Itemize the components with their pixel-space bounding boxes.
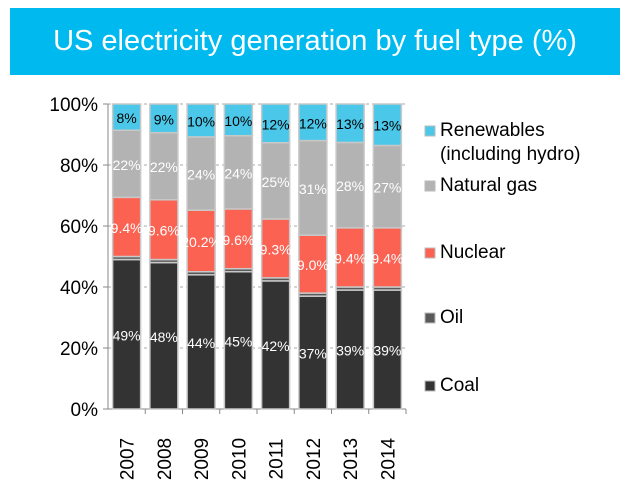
legend-swatch bbox=[424, 380, 436, 392]
bar-renewables bbox=[372, 103, 403, 147]
data-label: 10% bbox=[224, 113, 252, 129]
data-label: 44% bbox=[187, 335, 215, 351]
x-tick-label: 2014 bbox=[378, 437, 399, 480]
y-tick-label: 0% bbox=[71, 400, 99, 421]
x-tick-label: 2012 bbox=[304, 438, 325, 480]
x-tick-label: 2007 bbox=[118, 438, 139, 480]
bar-renewables bbox=[298, 103, 328, 142]
y-tick-label: 40% bbox=[60, 278, 98, 299]
bar-natural bbox=[149, 131, 179, 201]
x-tick-label: 2008 bbox=[155, 438, 176, 480]
data-label: 48% bbox=[150, 329, 178, 345]
bar-nuclear bbox=[111, 196, 142, 258]
bar-nuclear bbox=[149, 199, 179, 261]
y-tick-label: 20% bbox=[60, 339, 98, 360]
data-label: 8% bbox=[117, 110, 137, 126]
data-label: 39% bbox=[336, 343, 364, 359]
x-tick-label: 2009 bbox=[192, 438, 213, 480]
bar-coal bbox=[372, 289, 403, 410]
data-label: 28% bbox=[336, 178, 364, 194]
x-tick-label: 2010 bbox=[229, 438, 250, 480]
bar-coal bbox=[149, 261, 179, 410]
bar-renewables bbox=[260, 103, 291, 144]
legend-label: Nuclear bbox=[440, 242, 506, 263]
data-label: 39% bbox=[373, 343, 401, 359]
data-label: 49% bbox=[113, 327, 141, 343]
data-label: 10% bbox=[187, 113, 215, 129]
data-label: 13% bbox=[373, 118, 401, 134]
title-banner: US electricity generation by fuel type (… bbox=[10, 8, 620, 75]
legend-swatch bbox=[424, 125, 436, 137]
data-label: 31% bbox=[299, 181, 327, 197]
data-label: 12% bbox=[262, 116, 290, 132]
legend-label: (including hydro) bbox=[440, 144, 580, 165]
x-tick-label: 2011 bbox=[267, 439, 288, 480]
bar-nuclear bbox=[298, 234, 328, 294]
bar-coal bbox=[298, 295, 328, 410]
data-label: 45% bbox=[224, 333, 252, 349]
data-label: 42% bbox=[262, 338, 290, 354]
y-tick-label: 100% bbox=[49, 95, 98, 116]
data-label: 9.6% bbox=[148, 223, 180, 239]
data-label: 9.4% bbox=[334, 250, 366, 266]
bar-natural bbox=[372, 144, 403, 229]
bar-nuclear bbox=[335, 227, 365, 288]
data-label: 9.4% bbox=[371, 250, 403, 266]
data-label: 13% bbox=[336, 116, 364, 132]
bar-renewables bbox=[335, 103, 365, 144]
legend-label: Coal bbox=[440, 375, 479, 396]
bar-renewables bbox=[223, 103, 254, 137]
data-label: 24% bbox=[224, 165, 252, 181]
data-label: 22% bbox=[150, 159, 178, 175]
legend-label: Natural gas bbox=[440, 175, 537, 196]
data-label: 22% bbox=[113, 157, 141, 173]
y-tick-label: 80% bbox=[60, 156, 98, 177]
y-tick-label: 60% bbox=[60, 217, 98, 238]
data-label: 24% bbox=[187, 167, 215, 183]
x-tick-label: 2013 bbox=[341, 438, 362, 480]
data-label: 25% bbox=[262, 174, 290, 190]
legend-swatch bbox=[424, 312, 436, 324]
data-label: 12% bbox=[299, 115, 327, 131]
bar-coal bbox=[186, 274, 216, 410]
bar-natural bbox=[260, 141, 291, 220]
data-label: 27% bbox=[373, 180, 401, 196]
data-label: 20.2% bbox=[181, 234, 221, 250]
data-label: 9.0% bbox=[297, 257, 329, 273]
chart-title: US electricity generation by fuel type (… bbox=[53, 25, 577, 57]
bar-coal bbox=[223, 271, 254, 410]
bar-renewables bbox=[149, 103, 179, 134]
legend-label: Renewables bbox=[440, 120, 545, 141]
data-label: 9.3% bbox=[260, 241, 292, 257]
data-label: 9.6% bbox=[222, 232, 254, 248]
legend-swatch bbox=[424, 180, 436, 192]
bar-renewables bbox=[186, 103, 216, 138]
legend-swatch bbox=[424, 247, 436, 259]
data-label: 9% bbox=[154, 111, 174, 127]
data-label: 37% bbox=[299, 346, 327, 362]
bar-coal bbox=[111, 258, 142, 410]
data-label: 9.4% bbox=[111, 220, 143, 236]
legend-label: Oil bbox=[440, 307, 463, 328]
bar-natural bbox=[223, 134, 254, 210]
bar-renewables bbox=[111, 103, 142, 131]
bar-natural bbox=[111, 129, 142, 199]
